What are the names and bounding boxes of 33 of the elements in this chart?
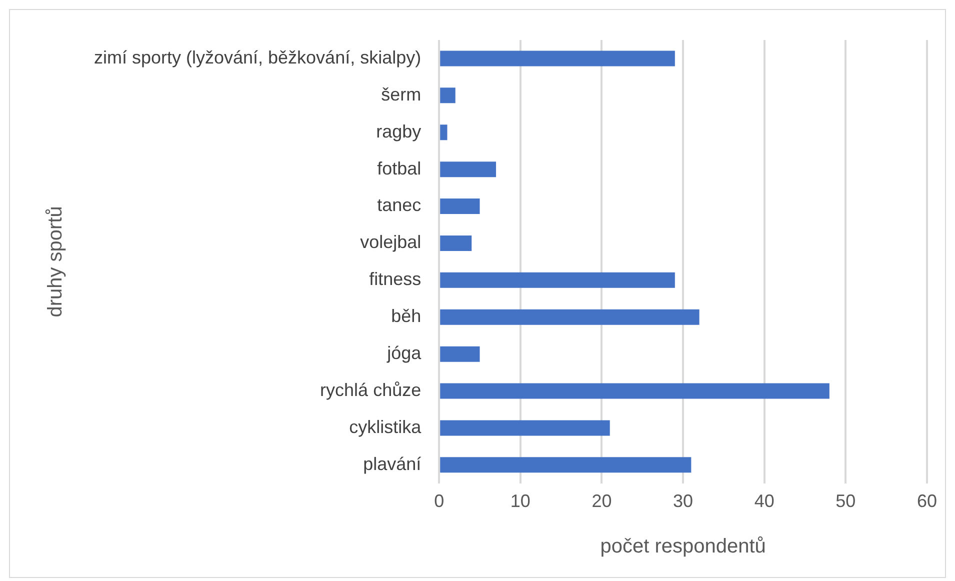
y-axis-title: druhy sportů <box>44 206 67 318</box>
x-tick-label: 50 <box>836 491 856 512</box>
bar <box>440 346 480 362</box>
x-tick-label: 20 <box>592 491 612 512</box>
bar <box>440 88 456 104</box>
bar <box>440 198 480 214</box>
y-tick-label: zimí sporty (lyžování, běžkování, skialpy) <box>94 47 422 68</box>
bar <box>440 272 675 288</box>
bar <box>440 457 692 473</box>
x-tick-label: 0 <box>434 491 444 512</box>
y-tick-label: plavání <box>363 454 422 474</box>
y-tick-label: tanec <box>377 195 422 216</box>
bar <box>440 124 448 140</box>
x-tick-label: 10 <box>510 491 530 512</box>
y-tick-label: jóga <box>386 343 422 364</box>
y-tick-label: volejbal <box>360 232 422 252</box>
bar <box>440 420 610 436</box>
x-tick-label: 60 <box>916 491 938 512</box>
y-tick-label: šerm <box>381 84 422 104</box>
y-tick-label: fotbal <box>377 158 422 178</box>
y-tick-label: ragby <box>376 121 422 142</box>
y-tick-label: běh <box>391 306 422 326</box>
y-tick-label: rychlá chůze <box>320 380 422 400</box>
x-tick-label: 40 <box>754 491 774 512</box>
x-axis-title: počet respondentů <box>600 536 766 558</box>
bar <box>440 383 830 399</box>
x-tick-label: 30 <box>673 491 694 512</box>
bar <box>440 50 675 66</box>
bar <box>440 235 472 251</box>
bar <box>440 309 700 325</box>
y-tick-label: cyklistika <box>349 416 422 437</box>
y-tick-label: fitness <box>369 269 422 290</box>
bar <box>440 162 496 178</box>
